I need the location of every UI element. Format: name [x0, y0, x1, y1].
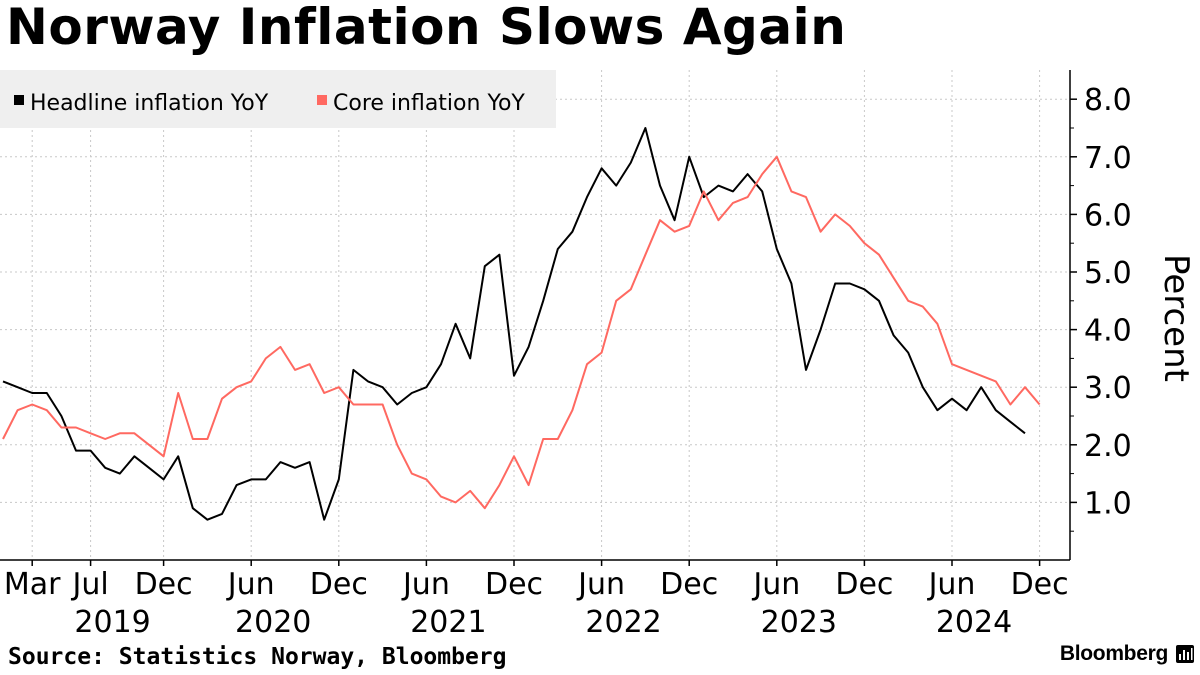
x-tick-label: Jul	[70, 567, 108, 602]
legend-label: Core inflation YoY	[333, 91, 525, 116]
x-year-label: 2019	[74, 605, 150, 640]
x-tick-label: Dec	[310, 567, 368, 602]
x-tick-label: Jun	[576, 567, 625, 602]
y-tick-label: 8.0	[1084, 83, 1132, 118]
legend-box	[0, 70, 556, 128]
x-year-label: 2021	[410, 605, 486, 640]
chart-title: Norway Inflation Slows Again	[6, 0, 847, 56]
y-tick-label: 7.0	[1084, 141, 1132, 176]
y-tick-label: 2.0	[1084, 429, 1132, 464]
x-tick-label: Dec	[660, 567, 718, 602]
series-layer	[2, 127, 1041, 521]
x-tick-label: Jun	[226, 567, 275, 602]
x-year-label: 2022	[585, 605, 661, 640]
headline-inflation-line	[2, 127, 1026, 521]
x-year-label: 2024	[936, 605, 1012, 640]
legend-label: Headline inflation YoY	[30, 91, 269, 116]
grid-layer	[0, 70, 1070, 560]
y-axis-title: Percent	[1156, 254, 1196, 382]
x-tick-label: Dec	[135, 567, 193, 602]
x-tick-label: Jun	[927, 567, 976, 602]
x-tick-label: Dec	[835, 567, 893, 602]
x-year-label: 2020	[235, 605, 311, 640]
x-tick-label: Dec	[1011, 567, 1069, 602]
x-tick-label: Dec	[485, 567, 543, 602]
y-tick-label: 6.0	[1084, 198, 1132, 233]
x-tick-label: Jun	[401, 567, 450, 602]
x-tick-label: Jun	[751, 567, 800, 602]
legend: Headline inflation YoY Core inflation YoY	[0, 70, 556, 128]
y-tick-label: 5.0	[1084, 256, 1132, 291]
y-tick-label: 4.0	[1084, 314, 1132, 349]
legend-swatch	[14, 95, 24, 105]
bloomberg-terminal-icon	[1176, 645, 1194, 663]
core-inflation-line	[2, 155, 1041, 510]
x-year-label: 2023	[761, 605, 837, 640]
y-tick-label: 3.0	[1084, 371, 1132, 406]
legend-swatch	[317, 95, 327, 105]
bloomberg-logo: Bloomberg	[1059, 642, 1168, 665]
x-tick-label: Mar	[4, 567, 61, 602]
source-note: Source: Statistics Norway, Bloomberg	[8, 644, 507, 670]
y-tick-label: 1.0	[1084, 486, 1132, 521]
